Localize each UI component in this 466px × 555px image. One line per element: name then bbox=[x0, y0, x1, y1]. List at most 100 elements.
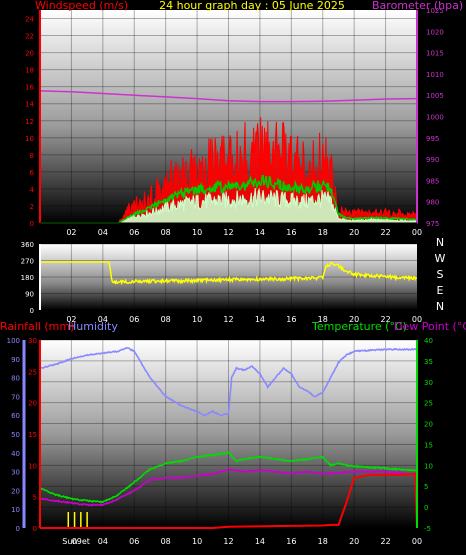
direction-plot-area bbox=[40, 244, 417, 310]
x-tick-label: 00 bbox=[412, 228, 422, 237]
x-tick-label: 06 bbox=[129, 537, 139, 546]
x-tick-label: 04 bbox=[98, 315, 108, 324]
x-tick-label: 02 bbox=[66, 315, 76, 324]
x-tick-label: 14 bbox=[255, 537, 265, 546]
sunset-label: 09et bbox=[72, 537, 90, 546]
compass-label: W bbox=[435, 252, 446, 265]
y-right-tick-label: 990 bbox=[426, 156, 439, 164]
temp-tick-label: -5 bbox=[424, 525, 431, 533]
humidity-tick-label: 70 bbox=[11, 393, 20, 401]
compass-label: N bbox=[436, 300, 444, 313]
rainfall-series bbox=[40, 473, 418, 529]
temp-tick-label: 10 bbox=[424, 462, 433, 470]
humidity-series bbox=[39, 346, 418, 417]
compass-label: N bbox=[436, 236, 444, 249]
dew-title: Dew Point (°C) bbox=[394, 320, 466, 333]
sun-label: Sun bbox=[62, 537, 77, 546]
x-tick-label: 14 bbox=[255, 315, 265, 324]
temp-plot-area bbox=[40, 340, 417, 528]
x-tick-label: 10 bbox=[192, 228, 202, 237]
x-tick-label: 12 bbox=[223, 228, 233, 237]
humidity-tick-label: 90 bbox=[11, 356, 20, 364]
rain-title: Rainfall (mm) bbox=[0, 320, 74, 333]
y-left-tick-label: 12 bbox=[25, 118, 34, 126]
x-tick-label: 22 bbox=[380, 315, 390, 324]
y-tick-label: 180 bbox=[21, 274, 34, 282]
y-tick-label: 270 bbox=[21, 258, 34, 266]
rain-tick-label: 30 bbox=[28, 337, 37, 345]
y-right-tick-label: 975 bbox=[426, 220, 439, 228]
x-tick-label: 16 bbox=[286, 228, 296, 237]
temp-tick-label: 30 bbox=[424, 379, 433, 387]
wind-title: Windspeed (m/s) bbox=[35, 0, 128, 12]
y-right-tick-label: 995 bbox=[426, 135, 439, 143]
x-tick-label: 16 bbox=[286, 537, 296, 546]
rain-tick-label: 20 bbox=[28, 400, 37, 408]
y-left-tick-label: 6 bbox=[30, 169, 35, 177]
y-left-tick-label: 8 bbox=[30, 152, 34, 160]
direction-ticks: 0 90 180 270 360 02 04 06 08 10 12 14 16 18 20 22 00 bbox=[21, 241, 422, 324]
y-left-tick-label: 20 bbox=[25, 50, 34, 58]
temp-tick-label: 15 bbox=[424, 441, 433, 449]
y-right-tick-label: 1005 bbox=[426, 92, 444, 100]
y-left-tick-label: 10 bbox=[25, 135, 34, 143]
y-tick-label: 90 bbox=[25, 291, 34, 299]
x-tick-label: 22 bbox=[380, 228, 390, 237]
y-right-tick-label: 1025 bbox=[426, 7, 444, 15]
x-tick-label: 00 bbox=[412, 537, 422, 546]
y-left-tick-label: 16 bbox=[25, 84, 34, 92]
humidity-tick-label: 20 bbox=[11, 487, 20, 495]
x-tick-label: 12 bbox=[223, 315, 233, 324]
humidity-tick-label: 10 bbox=[11, 506, 20, 514]
barometer-series bbox=[39, 90, 418, 103]
humidity-tick-label: 30 bbox=[11, 469, 20, 477]
x-tick-label: 22 bbox=[380, 537, 390, 546]
rain-tick-label: 5 bbox=[33, 494, 37, 502]
temp-grid bbox=[40, 339, 417, 529]
humidity-tick-label: 50 bbox=[11, 431, 20, 439]
direction-series-line bbox=[40, 261, 417, 286]
temperature-series bbox=[39, 451, 418, 504]
x-tick-label: 12 bbox=[223, 537, 233, 546]
temp-tick-label: 25 bbox=[424, 400, 433, 408]
wind-ticks: 0246810121416182022249759809859909951000… bbox=[25, 7, 444, 237]
x-tick-label: 06 bbox=[129, 315, 139, 324]
y-left-tick-label: 18 bbox=[25, 67, 34, 75]
x-tick-label: 02 bbox=[66, 228, 76, 237]
y-left-tick-label: 2 bbox=[30, 203, 34, 211]
y-right-tick-label: 1000 bbox=[426, 114, 444, 122]
humidity-tick-label: 60 bbox=[11, 412, 20, 420]
x-tick-label: 20 bbox=[349, 228, 359, 237]
x-tick-label: 18 bbox=[318, 315, 328, 324]
y-tick-label: 360 bbox=[21, 241, 34, 249]
y-right-tick-label: 1010 bbox=[426, 71, 444, 79]
compass-label: E bbox=[437, 284, 444, 297]
x-tick-label: 06 bbox=[129, 228, 139, 237]
direction-grid bbox=[40, 243, 417, 311]
y-left-tick-label: 0 bbox=[30, 220, 34, 228]
rain-tick-label: 10 bbox=[28, 462, 37, 470]
rain-tick-label: 0 bbox=[33, 525, 37, 533]
x-tick-label: 18 bbox=[318, 537, 328, 546]
y-tick-label: 0 bbox=[30, 307, 34, 315]
temp-tick-label: 40 bbox=[424, 337, 433, 345]
y-left-tick-label: 14 bbox=[25, 101, 34, 109]
y-right-tick-label: 980 bbox=[426, 199, 439, 207]
y-right-tick-label: 1020 bbox=[426, 28, 444, 36]
y-left-tick-label: 24 bbox=[25, 16, 34, 24]
temp-title: Temperature (°C) bbox=[311, 320, 407, 333]
compass-label: S bbox=[437, 268, 444, 281]
y-right-tick-label: 1015 bbox=[426, 50, 444, 58]
rain-tick-label: 25 bbox=[28, 368, 37, 376]
temp-ticks: -505101520253035400102030405060708090100… bbox=[7, 337, 433, 546]
x-tick-label: 08 bbox=[161, 228, 171, 237]
y-left-tick-label: 4 bbox=[30, 186, 35, 194]
x-tick-label: 14 bbox=[255, 228, 265, 237]
y-left-tick-label: 22 bbox=[25, 33, 34, 41]
humidity-tick-label: 0 bbox=[16, 525, 20, 533]
temp-tick-label: 0 bbox=[424, 504, 428, 512]
chart-title: 24 hour graph day : 05 June 2025 bbox=[159, 0, 345, 12]
x-tick-label: 08 bbox=[161, 315, 171, 324]
x-tick-label: 04 bbox=[98, 228, 108, 237]
